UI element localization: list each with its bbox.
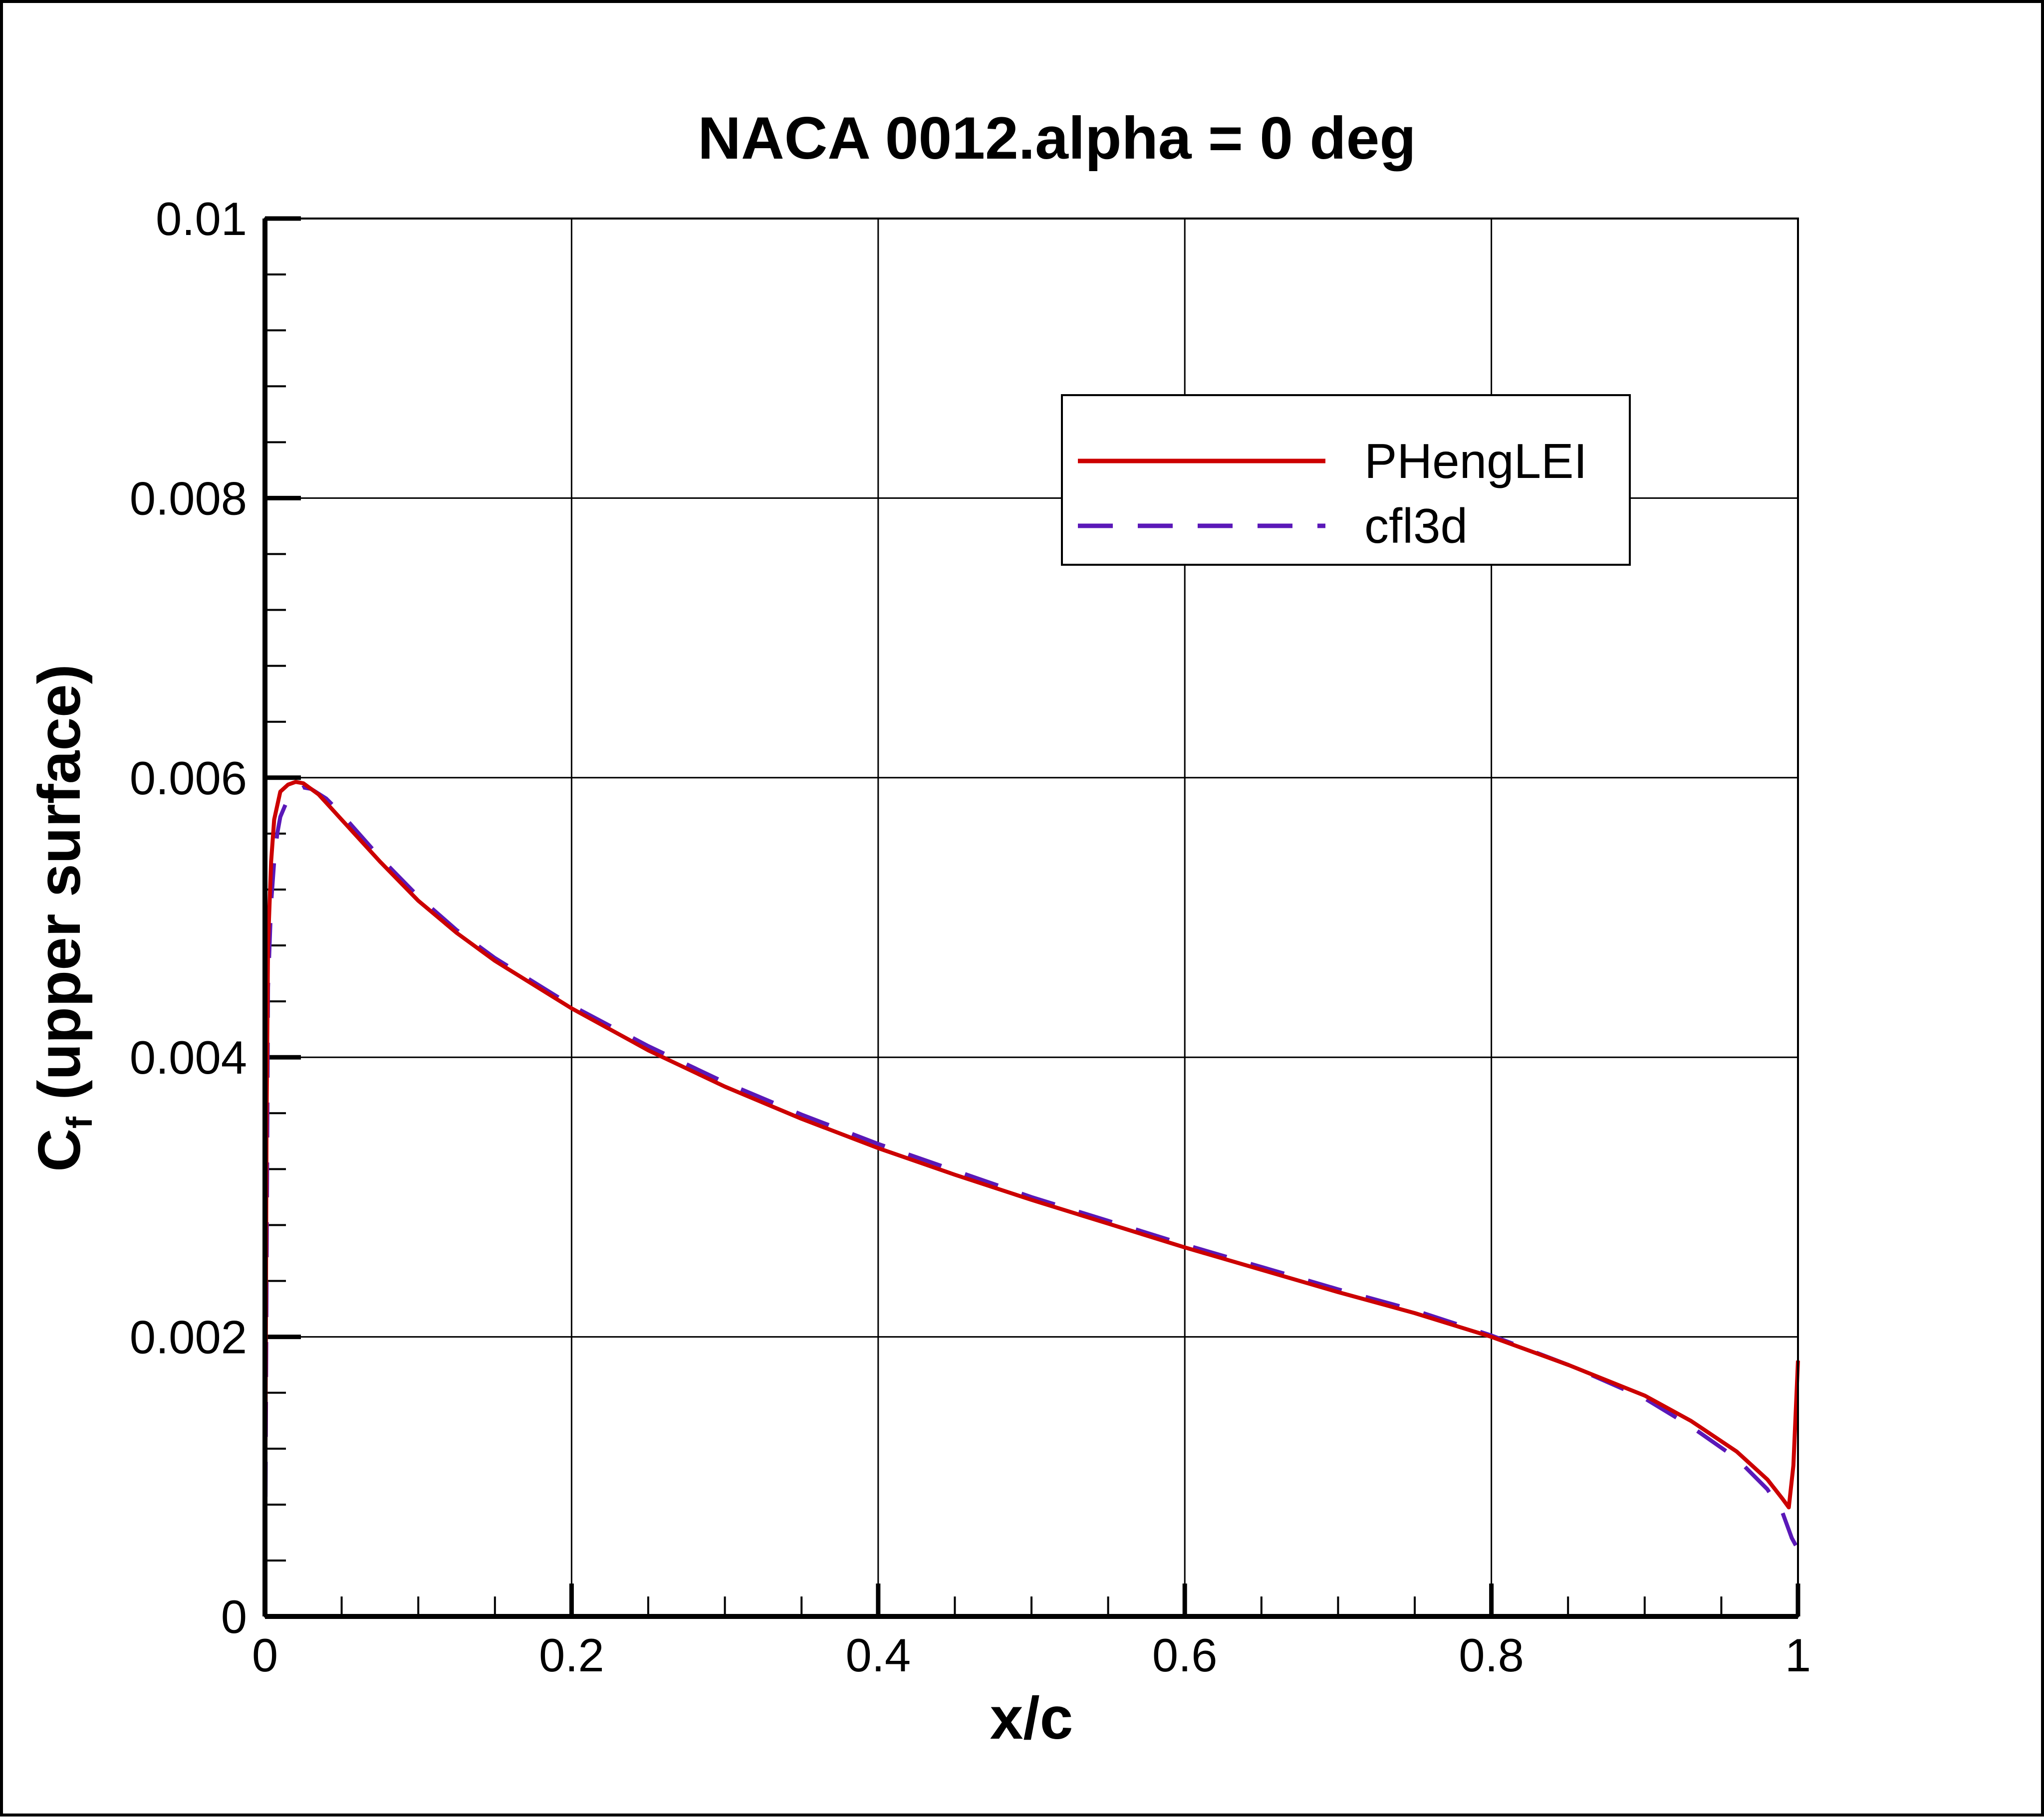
y-axis-title-subscript: f: [60, 1116, 100, 1129]
legend: PHengLEI cfl3d: [1061, 394, 1631, 566]
x-axis-title: x/c: [990, 1685, 1073, 1752]
x-tick-label: 1: [1785, 1629, 1811, 1681]
minor-tick-layer: [265, 273, 1723, 1616]
chart-title: NACA 0012.alpha = 0 deg: [698, 105, 1416, 172]
series-layer: [263, 780, 1800, 1617]
legend-box: [1061, 394, 1631, 566]
x-tick-label: 0.8: [1459, 1629, 1524, 1681]
y-tick-label: 0.004: [130, 1031, 247, 1084]
x-tick-labels: 0 0.2 0.4 0.6 0.8 1: [252, 1629, 1811, 1681]
legend-label-phenglei: PHengLEI: [1364, 434, 1587, 488]
y-axis-title-main: C: [26, 1129, 93, 1172]
y-axis-title-suffix: (upper surface): [26, 664, 93, 1117]
legend-label-cfl3d: cfl3d: [1364, 498, 1468, 553]
x-tick-label: 0.4: [845, 1629, 911, 1681]
y-axis-title: Cf (upper surface): [26, 664, 100, 1172]
y-tick-label: 0: [221, 1591, 247, 1643]
y-tick-label: 0.002: [130, 1311, 247, 1364]
y-tick-label: 0.01: [156, 193, 247, 245]
y-tick-labels: 0 0.002 0.004 0.006 0.008 0.01: [130, 193, 247, 1643]
series-line-phenglei: [263, 780, 1800, 1617]
x-tick-label: 0: [252, 1629, 278, 1681]
x-tick-label: 0.2: [539, 1629, 604, 1681]
x-tick-label: 0.6: [1152, 1629, 1218, 1681]
y-tick-label: 0.008: [130, 472, 247, 524]
y-tick-label: 0.006: [130, 752, 247, 804]
